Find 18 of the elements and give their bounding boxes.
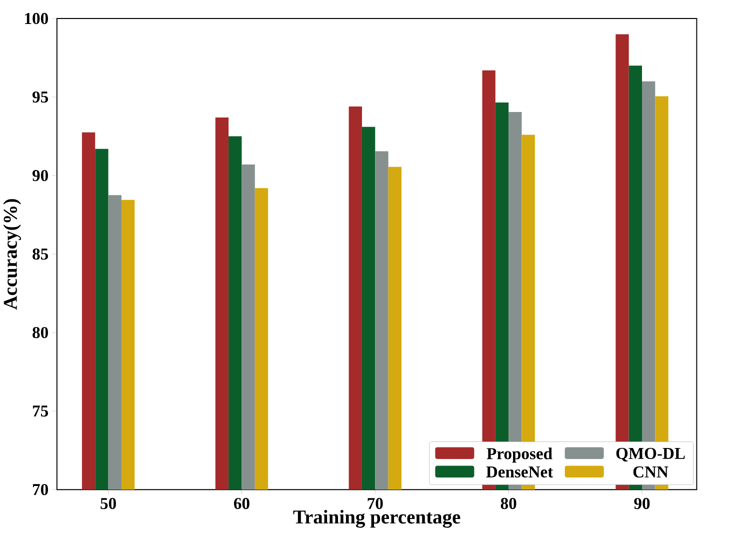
y-tick-label: 90 bbox=[32, 170, 48, 182]
x-tick-label: 50 bbox=[100, 498, 116, 510]
legend-label: QMO-DL bbox=[616, 448, 685, 462]
y-axis-title: Accuracy(%) bbox=[3, 199, 21, 310]
y-tick-label: 75 bbox=[32, 406, 48, 417]
legend-label: CNN bbox=[633, 466, 668, 478]
x-tick-label: 80 bbox=[500, 498, 516, 510]
x-tick-label: 90 bbox=[634, 498, 650, 510]
y-tick-label: 100 bbox=[25, 12, 48, 24]
x-tick-label: 70 bbox=[368, 498, 383, 510]
y-tick-label: 95 bbox=[32, 91, 48, 103]
y-tick-label: 70 bbox=[32, 484, 48, 496]
x-tick-label: 60 bbox=[234, 498, 250, 510]
legend-label: Proposed bbox=[486, 448, 552, 463]
legend-label: DenseNet bbox=[486, 466, 554, 478]
y-tick-label: 85 bbox=[32, 248, 48, 260]
y-tick-label: 80 bbox=[32, 326, 48, 338]
x-axis-title: Training percentage bbox=[293, 510, 460, 528]
